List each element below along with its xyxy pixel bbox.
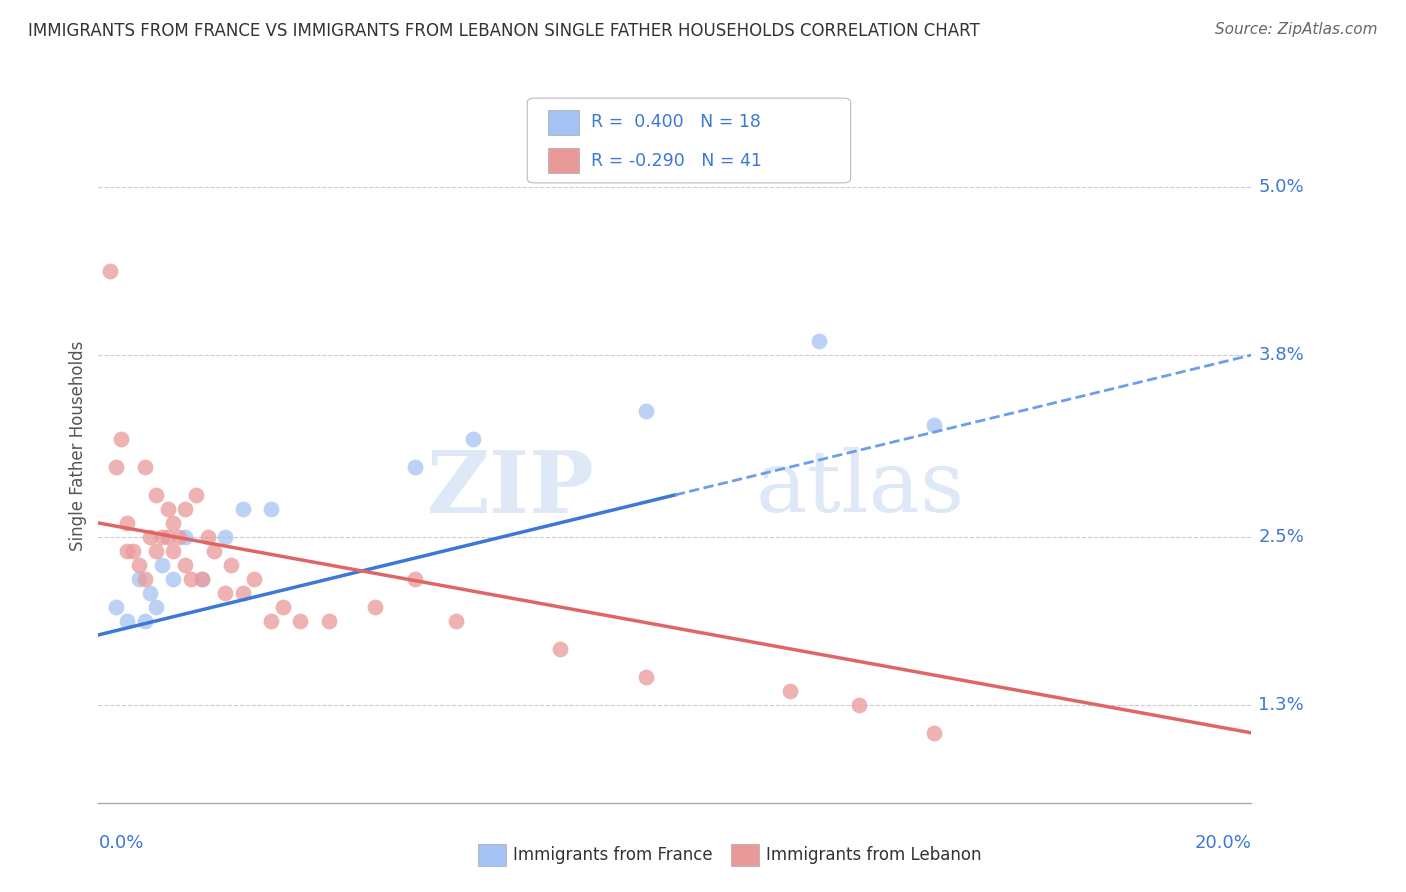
Point [848, 698, 870, 712]
Text: 5.0%: 5.0% [1258, 178, 1303, 196]
Point [260, 614, 283, 628]
Text: 0.0%: 0.0% [98, 834, 143, 852]
Point [290, 614, 312, 628]
Point [110, 432, 132, 446]
Point [174, 502, 197, 516]
Point [145, 544, 167, 558]
Y-axis label: Single Father Households: Single Father Households [69, 341, 87, 551]
Point [156, 502, 179, 516]
Text: Immigrants from France: Immigrants from France [513, 846, 713, 863]
Point [779, 684, 801, 698]
Point [191, 572, 214, 586]
Point [134, 572, 156, 586]
Point [98, 264, 121, 278]
Point [202, 544, 225, 558]
Text: 20.0%: 20.0% [1195, 834, 1251, 852]
Point [214, 530, 236, 544]
Point [548, 641, 571, 656]
Point [162, 544, 184, 558]
Text: Source: ZipAtlas.com: Source: ZipAtlas.com [1215, 22, 1378, 37]
Point [318, 614, 340, 628]
Point [150, 530, 173, 544]
Point [145, 488, 167, 502]
Point [231, 586, 254, 600]
Point [139, 586, 162, 600]
Point [134, 460, 156, 475]
Point [636, 404, 658, 418]
Point [636, 670, 658, 684]
Text: Immigrants from Lebanon: Immigrants from Lebanon [766, 846, 981, 863]
Point [461, 432, 484, 446]
Point [162, 516, 184, 530]
Point [364, 599, 387, 614]
Point [807, 334, 830, 348]
Text: 1.3%: 1.3% [1258, 696, 1305, 714]
Point [197, 530, 219, 544]
Point [214, 586, 236, 600]
Text: 3.8%: 3.8% [1258, 346, 1305, 364]
Point [174, 558, 197, 572]
Point [219, 558, 242, 572]
Point [104, 599, 127, 614]
Point [117, 614, 138, 628]
Point [167, 530, 190, 544]
Point [117, 544, 138, 558]
Point [405, 572, 427, 586]
Text: 2.5%: 2.5% [1258, 528, 1305, 546]
Text: atlas: atlas [755, 447, 965, 531]
Point [260, 502, 283, 516]
Point [271, 599, 294, 614]
Point [922, 417, 945, 432]
Point [150, 558, 173, 572]
Point [117, 516, 138, 530]
Point [104, 460, 127, 475]
Point [128, 572, 150, 586]
Text: R =  0.400   N = 18: R = 0.400 N = 18 [591, 113, 761, 131]
Point [191, 572, 214, 586]
Point [405, 460, 427, 475]
Point [444, 614, 467, 628]
Point [231, 502, 254, 516]
Point [243, 572, 266, 586]
Text: ZIP: ZIP [426, 447, 595, 531]
Point [139, 530, 162, 544]
Point [156, 530, 179, 544]
Point [122, 544, 145, 558]
Text: R = -0.290   N = 41: R = -0.290 N = 41 [591, 152, 762, 169]
Point [922, 726, 945, 740]
Point [128, 558, 150, 572]
Text: IMMIGRANTS FROM FRANCE VS IMMIGRANTS FROM LEBANON SINGLE FATHER HOUSEHOLDS CORRE: IMMIGRANTS FROM FRANCE VS IMMIGRANTS FRO… [28, 22, 980, 40]
Point [186, 488, 208, 502]
Point [180, 572, 202, 586]
Point [145, 599, 167, 614]
Point [174, 530, 197, 544]
Point [162, 572, 184, 586]
Point [134, 614, 156, 628]
